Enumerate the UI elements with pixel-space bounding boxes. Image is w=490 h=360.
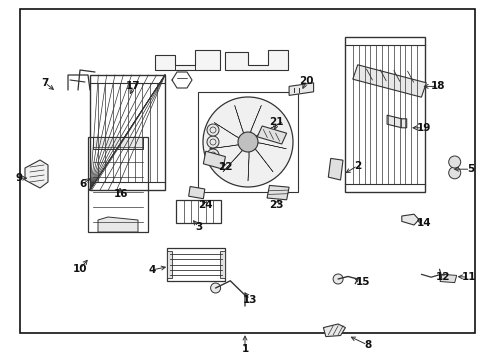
Text: 20: 20 (299, 76, 314, 86)
Text: 1: 1 (242, 344, 248, 354)
Text: 9: 9 (15, 173, 22, 183)
Circle shape (207, 124, 219, 136)
Bar (345, 37, 425, 192)
Text: 15: 15 (355, 276, 370, 287)
Polygon shape (248, 141, 287, 149)
Polygon shape (203, 151, 225, 169)
Circle shape (207, 149, 219, 161)
Polygon shape (155, 50, 220, 70)
Polygon shape (223, 142, 248, 172)
Polygon shape (25, 160, 48, 188)
Polygon shape (387, 115, 407, 128)
Bar (220, 251, 225, 278)
Polygon shape (402, 214, 419, 225)
Bar (176, 200, 220, 223)
Circle shape (207, 136, 219, 148)
Polygon shape (248, 105, 261, 142)
Text: 19: 19 (416, 123, 431, 133)
Text: 22: 22 (218, 162, 233, 172)
Circle shape (449, 156, 461, 168)
Text: 23: 23 (270, 200, 284, 210)
Text: 18: 18 (431, 81, 446, 91)
Polygon shape (210, 142, 248, 149)
Text: 14: 14 (416, 218, 431, 228)
Text: 6: 6 (80, 179, 87, 189)
Polygon shape (323, 324, 345, 337)
Bar (167, 251, 172, 278)
Text: 17: 17 (126, 81, 141, 91)
Circle shape (211, 283, 220, 293)
Bar (90, 75, 165, 190)
Polygon shape (289, 83, 314, 95)
Polygon shape (189, 186, 205, 199)
Text: 24: 24 (198, 200, 213, 210)
Polygon shape (257, 126, 287, 144)
Polygon shape (98, 217, 138, 232)
Text: 13: 13 (243, 294, 257, 305)
Text: 3: 3 (195, 222, 202, 232)
Text: 5: 5 (467, 164, 474, 174)
Circle shape (449, 167, 461, 179)
Polygon shape (440, 274, 457, 283)
Circle shape (238, 132, 258, 152)
Bar (167, 248, 225, 281)
Circle shape (333, 274, 343, 284)
Bar (88, 137, 148, 232)
Polygon shape (225, 50, 288, 70)
Polygon shape (248, 122, 282, 142)
Text: 4: 4 (148, 265, 156, 275)
Polygon shape (248, 142, 273, 172)
Polygon shape (248, 142, 249, 181)
Polygon shape (235, 105, 248, 142)
Polygon shape (328, 158, 343, 180)
Text: 2: 2 (354, 161, 361, 171)
Text: 7: 7 (41, 78, 49, 88)
Polygon shape (267, 185, 289, 200)
Polygon shape (93, 137, 143, 149)
Text: 10: 10 (73, 264, 87, 274)
Text: 11: 11 (462, 272, 476, 282)
Bar (198, 92, 298, 192)
Polygon shape (353, 65, 426, 97)
Text: 8: 8 (364, 340, 371, 350)
Text: 16: 16 (114, 189, 129, 199)
Circle shape (203, 97, 293, 187)
Text: 12: 12 (436, 272, 451, 282)
Text: 21: 21 (270, 117, 284, 127)
Polygon shape (214, 122, 248, 142)
